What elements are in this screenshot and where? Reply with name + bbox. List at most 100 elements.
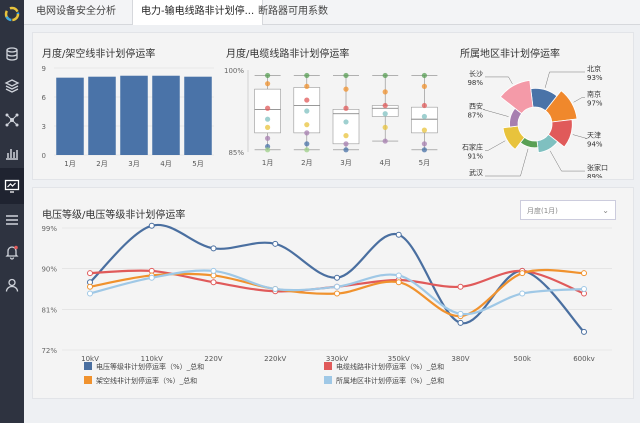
line-chart: 72% 81% 90% 99% 10kV 110kV 220V 220kV 330kV 350kV… <box>41 222 612 385</box>
box-point <box>304 147 310 153</box>
box-chart-title: 月度/电缆线路非计划停运率 <box>226 49 350 60</box>
bar-x-tick-label: 2月 <box>96 160 107 168</box>
line-x-tick-label: 220kV <box>264 355 286 363</box>
bell-icon[interactable] <box>4 244 20 260</box>
box-point <box>304 83 310 89</box>
line-point <box>457 319 464 326</box>
rose-leader-line <box>544 71 585 88</box>
line-point <box>272 286 279 292</box>
bar <box>120 75 148 155</box>
rose-label: 张家口 <box>587 163 608 172</box>
legend-label: 电缆线路非计划停运率（%）_总和 <box>336 362 444 371</box>
box-point <box>343 105 349 111</box>
user-icon[interactable] <box>4 277 20 293</box>
chevron-down-icon: ⌄ <box>602 206 609 215</box>
box-point <box>265 135 271 141</box>
line-point <box>581 286 587 292</box>
rose-leader-line <box>549 150 585 172</box>
box-plot: 85% 100% 1月 2月 3月 4月 5月 <box>224 67 438 167</box>
line-point <box>519 290 526 297</box>
line-point <box>519 270 526 277</box>
menu-icon[interactable] <box>4 212 20 228</box>
line-x-tick-label: 380V <box>451 355 469 363</box>
box-point <box>304 141 310 147</box>
box-point <box>421 141 427 147</box>
line-point <box>87 283 93 290</box>
database-icon[interactable] <box>4 46 20 62</box>
bar-y-tick-label: 6 <box>42 94 47 102</box>
box-point <box>382 138 388 144</box>
box-point <box>304 130 310 136</box>
layers-icon[interactable] <box>4 78 20 94</box>
line-point <box>395 272 402 279</box>
box-point <box>421 102 427 109</box>
line-x-tick-label: 330kV <box>326 355 348 363</box>
logo-icon[interactable] <box>4 6 20 22</box>
box-point <box>421 72 427 79</box>
line-x-tick-label: 500k <box>514 355 532 363</box>
bar-y-tick-label: 3 <box>42 123 46 131</box>
bar-x-tick-label: 4月 <box>160 160 171 168</box>
box-point <box>304 108 310 114</box>
box-point <box>265 81 271 87</box>
bar-chart: 0 3 6 9 1月 2月 3月 4月 5月 <box>42 65 214 168</box>
box-x-tick-label: 5月 <box>419 159 430 167</box>
rose-value-label: 87% <box>467 111 483 119</box>
legend-swatch <box>84 362 92 370</box>
line-point <box>581 328 587 335</box>
bar <box>152 75 180 155</box>
rose-value-label: 97% <box>587 100 603 108</box>
box-point <box>304 122 310 128</box>
tab-breaker-availability[interactable]: 断路器可用系数 <box>258 6 328 17</box>
tab-transmission-line[interactable]: 电力-输电线路非计划停... <box>132 0 264 25</box>
box-point <box>265 105 271 111</box>
box-point <box>343 141 349 147</box>
rose-chart: 北京93%南京97%天津94%张家口89%武汉86%石家庄91%西安87%长沙9… <box>462 64 608 178</box>
line-point <box>395 231 402 238</box>
rose-segment <box>544 90 578 123</box>
box-point <box>343 147 349 153</box>
rose-segment <box>502 125 526 150</box>
line-point <box>148 274 155 281</box>
bar <box>184 76 212 155</box>
line-x-tick-label: 600kv <box>573 355 595 363</box>
month-select[interactable]: 月度(1月) ⌄ <box>520 200 616 220</box>
bar-chart-icon[interactable] <box>4 145 20 161</box>
rose-value-label: 91% <box>467 152 483 160</box>
rose-segment <box>547 119 573 148</box>
box-point <box>304 72 310 79</box>
legend-label: 电压等级非计划停运率（%）_总和 <box>96 362 204 371</box>
rose-leader-line <box>485 140 506 151</box>
box-point <box>265 147 271 153</box>
box-point <box>343 133 349 139</box>
line-point <box>457 283 464 290</box>
line-chart-title: 电压等级/电压等级非计划停运率 <box>42 210 186 221</box>
legend-swatch <box>84 376 92 384</box>
box-point <box>304 97 310 103</box>
network-icon[interactable] <box>4 112 20 128</box>
line-point <box>395 279 402 286</box>
line-y-tick-label: 99% <box>41 225 57 233</box>
line-y-tick-label: 90% <box>41 266 57 274</box>
line-point <box>334 290 340 297</box>
line-point <box>87 290 93 297</box>
box-point <box>382 89 388 95</box>
line-x-tick-label: 110kV <box>141 355 163 363</box>
monitor-chart-icon[interactable] <box>4 178 20 194</box>
rose-leader-line <box>485 76 513 85</box>
bar-x-tick-label: 5月 <box>192 160 203 168</box>
rose-value-label: 89% <box>587 173 603 178</box>
box-point <box>421 113 427 120</box>
rose-value-label: 94% <box>587 141 603 149</box>
month-select-value: 月度(1月) <box>527 207 558 215</box>
tab-grid-equipment[interactable]: 电网设备安全分析 <box>36 6 116 17</box>
box-point <box>343 119 349 125</box>
rose-label: 天津 <box>587 132 601 140</box>
line-point <box>148 222 155 229</box>
rose-label: 武汉 <box>469 168 483 177</box>
box-y-tick-label: 85% <box>228 149 244 157</box>
sidebar <box>0 0 24 423</box>
box-point <box>265 116 271 122</box>
box-y-tick-label: 100% <box>224 67 244 75</box>
line-x-tick-label: 10kV <box>81 355 99 363</box>
